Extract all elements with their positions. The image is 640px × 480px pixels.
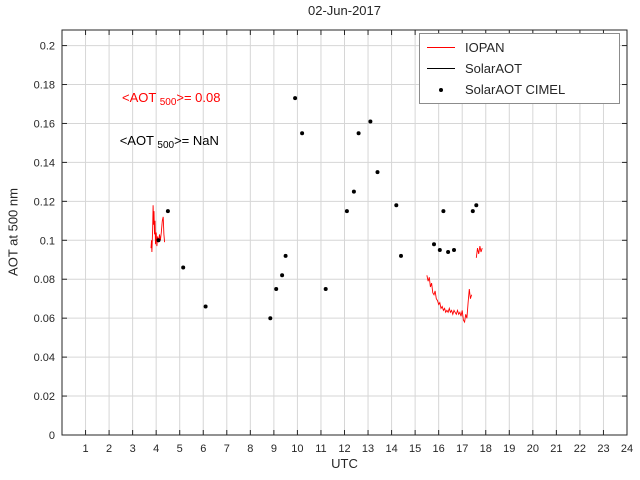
cimel-point <box>432 242 436 247</box>
x-tick-label: 1 <box>82 443 88 455</box>
cimel-point <box>165 209 170 214</box>
x-tick-label: 15 <box>409 443 421 455</box>
y-tick-label: 0.14 <box>34 157 55 169</box>
x-tick-label: 6 <box>200 443 206 455</box>
marker-swatch <box>427 47 455 48</box>
legend: IOPAN SolarAOT SolarAOT CIMEL <box>419 33 620 104</box>
legend-item-label: SolarAOT <box>465 61 523 76</box>
y-tick-label: 0.02 <box>34 391 55 403</box>
legend-item-iopan: IOPAN <box>420 37 619 58</box>
x-tick-label: 9 <box>271 443 277 455</box>
x-tick-label: 23 <box>597 443 609 455</box>
legend-item-label: SolarAOT CIMEL <box>465 82 566 97</box>
legend-dot-marker <box>420 87 462 92</box>
x-tick-label: 20 <box>527 443 539 455</box>
x-tick-label: 16 <box>433 443 445 455</box>
x-tick-label: 24 <box>621 443 633 455</box>
x-tick-label: 8 <box>247 443 253 455</box>
x-tick-label: 3 <box>130 443 136 455</box>
cimel-point <box>368 119 373 124</box>
cimel-point <box>181 265 186 270</box>
cimel-point <box>446 250 451 254</box>
x-tick-label: 21 <box>550 443 562 455</box>
marker-swatch <box>439 87 443 92</box>
x-axis-label: UTC <box>331 456 358 471</box>
legend-line-marker <box>420 68 462 69</box>
x-tick-label: 7 <box>224 443 230 455</box>
cimel-point <box>156 238 161 243</box>
annotation-1: <AOT 500>= NaN <box>120 133 219 151</box>
x-tick-label: 2 <box>106 443 112 455</box>
y-tick-label: 0.06 <box>34 313 55 325</box>
cimel-point <box>375 170 380 175</box>
y-axis-label: AOT at 500 nm <box>5 188 21 276</box>
x-tick-label: 18 <box>480 443 492 455</box>
legend-item-solaraot: SolarAOT <box>420 58 619 79</box>
legend-item-solaraot-cimel: SolarAOT CIMEL <box>420 79 619 100</box>
iopan-line-segment <box>475 246 483 258</box>
y-tick-label: 0.2 <box>40 41 55 53</box>
y-tick-label: 0.1 <box>40 235 55 247</box>
cimel-point <box>437 248 442 252</box>
y-tick-label: 0.16 <box>34 118 55 130</box>
cimel-point <box>203 304 208 309</box>
cimel-point <box>470 209 475 214</box>
legend-item-label: IOPAN <box>465 40 505 55</box>
x-tick-label: 11 <box>315 443 326 455</box>
x-tick-label: 10 <box>291 443 303 455</box>
iopan-line-segment <box>150 205 166 253</box>
x-tick-label: 12 <box>338 443 350 455</box>
cimel-point <box>399 253 403 258</box>
cimel-point <box>283 253 288 258</box>
y-tick-label: 0.18 <box>34 80 55 92</box>
cimel-point <box>356 131 361 136</box>
x-tick-label: 19 <box>503 443 515 455</box>
cimel-point <box>344 209 349 214</box>
cimel-point <box>268 316 273 321</box>
x-tick-label: 17 <box>456 443 468 455</box>
cimel-point <box>441 209 446 214</box>
x-tick-label: 22 <box>574 443 586 455</box>
iopan-line-segment <box>426 275 473 324</box>
y-tick-label: 0 <box>49 430 55 442</box>
legend-line-marker <box>420 47 462 48</box>
cimel-point <box>474 203 479 208</box>
marker-swatch <box>427 68 455 69</box>
y-tick-label: 0.04 <box>34 352 55 364</box>
cimel-point <box>274 287 279 291</box>
cimel-point <box>394 203 399 208</box>
cimel-point <box>300 131 305 136</box>
cimel-point <box>452 248 456 252</box>
y-tick-label: 0.12 <box>34 196 55 208</box>
x-tick-label: 13 <box>362 443 374 455</box>
annotation-0: <AOT 500>= 0.08 <box>122 90 221 108</box>
x-tick-label: 14 <box>385 443 397 455</box>
chart-title: 02-Jun-2017 <box>308 3 381 18</box>
cimel-point <box>351 189 356 194</box>
cimel-point <box>293 96 298 101</box>
x-tick-label: 4 <box>153 443 159 455</box>
cimel-point <box>280 273 285 278</box>
cimel-point <box>323 287 328 291</box>
y-tick-label: 0.08 <box>34 274 55 286</box>
x-tick-label: 5 <box>177 443 183 455</box>
